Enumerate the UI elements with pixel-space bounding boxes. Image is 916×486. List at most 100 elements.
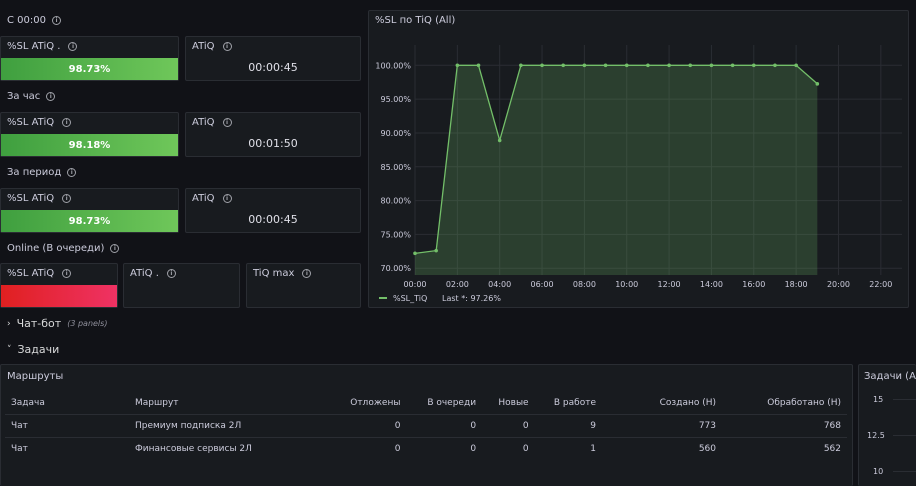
data-point <box>455 63 460 68</box>
sl-value-bar: 98.73% <box>1 58 178 80</box>
col-header[interactable]: В работе <box>553 398 596 408</box>
col-header[interactable]: Задача <box>11 398 45 408</box>
row-title-label: За период <box>7 167 62 178</box>
info-icon[interactable]: i <box>68 42 78 51</box>
panel-tiq-max-online[interactable]: TiQ max i <box>246 263 361 308</box>
x-tick-label: 22:00 <box>869 280 892 289</box>
cell-created: 560 <box>602 437 722 460</box>
info-icon[interactable]: i <box>51 16 61 25</box>
grid-line <box>893 399 916 400</box>
row-title-label: За час <box>7 91 41 102</box>
section-title: Задачи <box>17 343 60 356</box>
section-chatbot[interactable]: › Чат-бот (3 panels) <box>7 317 107 330</box>
atiq-value: 00:01:50 <box>248 137 298 150</box>
row-title-since-00: С 00:00 i <box>7 15 61 26</box>
cell-queued: 0 <box>406 414 483 438</box>
y-tick-label: 90.00% <box>380 129 411 138</box>
table-header-row: Задача Маршрут Отложены В очереди Новые … <box>5 392 847 415</box>
cell-new: 0 <box>482 414 535 438</box>
info-icon[interactable]: i <box>166 269 176 278</box>
chevron-right-icon: › <box>7 318 11 329</box>
panel-title: %SL ATiQ . <box>7 41 61 52</box>
info-icon[interactable]: i <box>62 269 72 278</box>
panel-title: TiQ max <box>253 268 295 279</box>
row-title-label: С 00:00 <box>7 15 46 26</box>
legend-label: %SL_TiQ <box>393 294 427 303</box>
info-icon[interactable]: i <box>110 244 120 253</box>
panel-routes[interactable]: Маршруты Задача Маршрут Отложены В очере… <box>0 364 853 486</box>
x-tick-label: 12:00 <box>658 280 681 289</box>
panel-sl-tiq-chart[interactable]: %SL по TiQ (All) 100.00% 95.00% 90.00% 85.0… <box>368 10 909 308</box>
data-point <box>603 63 608 68</box>
panel-title: Задачи (All <box>864 371 916 382</box>
section-tasks[interactable]: ˅ Задачи <box>7 343 59 356</box>
panel-tasks-side[interactable]: Задачи (All 15 12.5 10 <box>858 364 916 486</box>
panel-title: Маршруты <box>7 371 64 382</box>
cell-route: Премиум подписка 2Л <box>129 414 329 438</box>
sl-value-bar <box>1 285 117 307</box>
y-tick-label: 15 <box>873 395 884 404</box>
col-header[interactable]: В очереди <box>427 398 477 408</box>
panel-sl-atiq-period[interactable]: %SL ATiQ i 98.73% <box>0 188 179 233</box>
info-icon[interactable]: i <box>46 92 56 101</box>
panel-title: %SL ATiQ <box>7 268 55 279</box>
panel-atiq-hour[interactable]: ATiQ i 00:01:50 <box>185 112 361 157</box>
col-header[interactable]: Обработано (H) <box>767 398 841 408</box>
sl-value-bar: 98.73% <box>1 210 178 232</box>
y-tick-label: 70.00% <box>380 264 411 273</box>
panel-sl-atiq-today[interactable]: %SL ATiQ . i 98.73% <box>0 36 179 81</box>
info-icon[interactable]: i <box>302 269 312 278</box>
series-area-sl-tiq <box>415 65 818 275</box>
x-tick-label: 00:00 <box>403 280 426 289</box>
info-icon[interactable]: i <box>222 194 232 203</box>
data-point <box>730 63 735 68</box>
atiq-value: 00:00:45 <box>248 61 298 74</box>
cell-created: 773 <box>602 414 722 438</box>
cell-task: Чат <box>5 437 129 460</box>
col-header[interactable]: Отложены <box>350 398 401 408</box>
row-title-per-hour: За час i <box>7 91 56 102</box>
info-icon[interactable]: i <box>222 118 232 127</box>
x-tick-label: 14:00 <box>700 280 723 289</box>
col-header[interactable]: Новые <box>498 398 529 408</box>
section-panel-count: (3 panels) <box>67 319 108 328</box>
panel-atiq-today[interactable]: ATiQ i 00:00:45 <box>185 36 361 81</box>
data-point <box>624 63 629 68</box>
info-icon[interactable]: i <box>62 118 72 127</box>
panel-sl-atiq-online[interactable]: %SL ATiQ i <box>0 263 118 308</box>
row-title-online: Online (В очереди) i <box>7 243 120 254</box>
cell-processed: 562 <box>722 437 847 460</box>
row-title-per-period: За период i <box>7 167 77 178</box>
x-tick-label: 02:00 <box>446 280 469 289</box>
y-tick-label: 95.00% <box>380 95 411 104</box>
info-icon[interactable]: i <box>222 42 232 51</box>
table-row[interactable]: Чат Премиум подписка 2Л 0 0 0 9 773 768 <box>5 414 847 438</box>
grid-line <box>893 435 916 436</box>
data-point <box>667 63 671 68</box>
legend-last-value: Last *: 97.26% <box>442 294 501 303</box>
y-tick-label: 12.5 <box>867 431 885 440</box>
cell-route: Финансовые сервисы 2Л <box>129 437 329 460</box>
y-tick-label: 75.00% <box>380 230 411 239</box>
info-icon[interactable]: i <box>62 194 72 203</box>
table-row[interactable]: Чат Финансовые сервисы 2Л 0 0 0 1 560 56… <box>5 437 847 460</box>
cell-new: 0 <box>482 437 535 460</box>
panel-sl-atiq-hour[interactable]: %SL ATiQ i 98.18% <box>0 112 179 157</box>
data-point <box>434 248 438 253</box>
panel-atiq-period[interactable]: ATiQ i 00:00:45 <box>185 188 361 233</box>
cell-in-work: 9 <box>534 414 602 438</box>
panel-atiq-online[interactable]: ATiQ . i <box>123 263 240 308</box>
data-point <box>773 63 777 68</box>
chart-title: %SL по TiQ (All) <box>375 15 456 26</box>
x-tick-label: 04:00 <box>488 280 511 289</box>
sl-value-bar: 98.18% <box>1 134 178 156</box>
routes-table: Задача Маршрут Отложены В очереди Новые … <box>5 392 847 460</box>
sl-tiq-area-chart: 100.00% 95.00% 90.00% 85.00% 80.00% 75.00% 70.… <box>375 45 902 303</box>
info-icon[interactable]: i <box>67 168 77 177</box>
y-tick-label: 10 <box>873 467 884 476</box>
panel-title: ATiQ <box>192 193 215 204</box>
y-tick-label: 85.00% <box>380 163 411 172</box>
col-header[interactable]: Создано (H) <box>659 398 716 408</box>
col-header[interactable]: Маршрут <box>135 398 179 408</box>
data-point <box>794 63 798 68</box>
